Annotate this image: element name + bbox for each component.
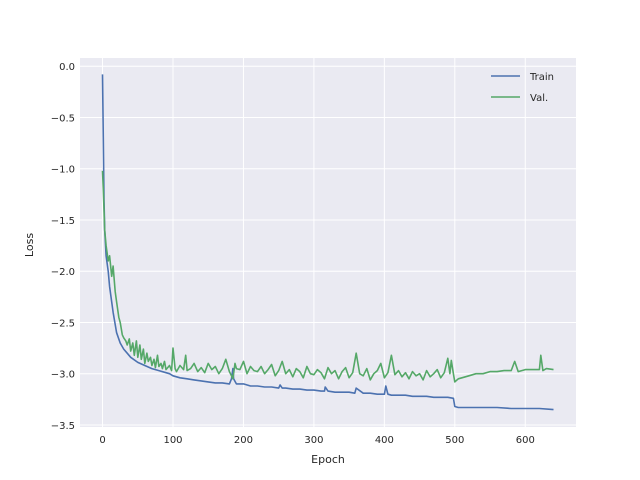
x-tick-label: 400 <box>375 435 394 446</box>
grid-lines <box>80 58 576 427</box>
x-tick-label: 100 <box>163 435 182 446</box>
x-axis-tick-labels: 0 100 200 300 400 500 600 <box>99 435 534 446</box>
y-tick-label: −2.5 <box>51 318 75 329</box>
y-axis-label: Loss <box>23 233 36 257</box>
x-tick-label: 600 <box>516 435 535 446</box>
y-tick-label: 0.0 <box>59 62 75 73</box>
series-line-train <box>101 74 554 411</box>
series-line-val <box>101 170 554 383</box>
y-tick-label: −0.5 <box>51 113 75 124</box>
legend: Train Val. <box>491 72 554 104</box>
legend-label-train: Train <box>529 72 554 83</box>
y-tick-label: −1.5 <box>51 216 75 227</box>
y-tick-label: −2.0 <box>51 267 75 278</box>
x-tick-label: 300 <box>304 435 323 446</box>
y-tick-label: −3.0 <box>51 370 75 381</box>
x-axis-label: Epoch <box>311 453 345 466</box>
x-tick-label: 200 <box>234 435 253 446</box>
y-axis-tick-labels: 0.0 −0.5 −1.0 −1.5 −2.0 −2.5 −3.0 −3.5 <box>51 62 75 432</box>
legend-label-val: Val. <box>530 93 548 104</box>
x-tick-label: 0 <box>99 435 105 446</box>
y-tick-label: −1.0 <box>51 165 75 176</box>
x-tick-label: 500 <box>445 435 464 446</box>
y-tick-label: −3.5 <box>51 421 75 432</box>
series-lines <box>101 74 554 411</box>
